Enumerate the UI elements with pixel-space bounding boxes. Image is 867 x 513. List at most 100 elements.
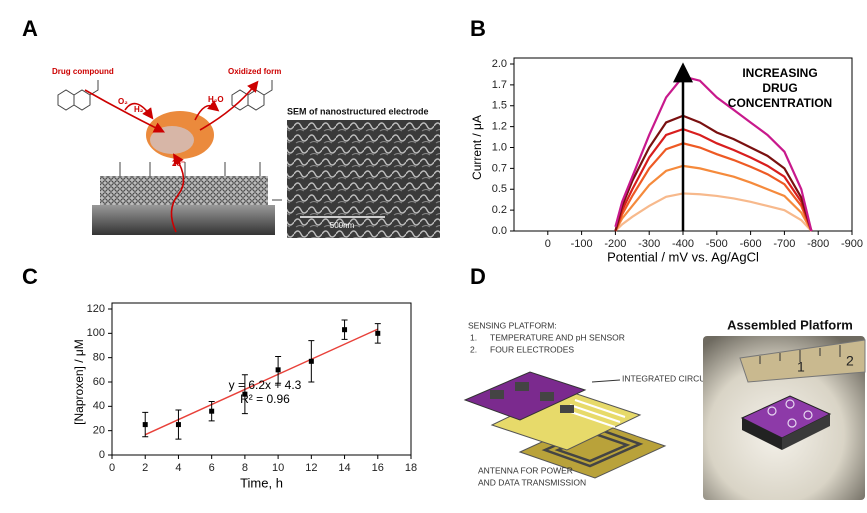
annotation: CONCENTRATION: [728, 96, 832, 110]
point: [142, 422, 148, 428]
x-tick-label: -800: [807, 238, 829, 250]
trendline: [144, 328, 379, 436]
y-tick-label: 1.5: [492, 100, 507, 112]
label: FOUR ELECTRODES: [490, 344, 574, 354]
circuit-board: [463, 371, 587, 421]
y-tick-label: 100: [87, 327, 105, 339]
x-tick-label: -600: [740, 238, 762, 250]
y-tick-label: 1.0: [492, 141, 507, 153]
annotation: R² = 0.96: [240, 392, 290, 406]
y-tick-label: 60: [93, 376, 105, 388]
cooh-groups: [119, 162, 282, 201]
x-tick-label: -700: [773, 238, 795, 250]
point: [342, 327, 348, 333]
label: SENSING PLATFORM:: [468, 320, 557, 330]
series-line: [614, 142, 813, 232]
ruler: [739, 339, 866, 383]
point: [275, 367, 281, 373]
chip-side: [782, 414, 830, 450]
panel-label: B: [470, 16, 486, 41]
label: Oxidized form: [228, 67, 281, 76]
y-axis-label: Current / μA: [470, 115, 484, 180]
annotation: y = 6.2x + 4.3: [229, 378, 302, 392]
label: H₂O: [208, 95, 224, 104]
series-line: [614, 114, 813, 232]
x-tick-label: 0: [545, 238, 551, 250]
series-line: [614, 164, 813, 232]
label: H₂: [134, 105, 144, 114]
y-tick-label: 0.2: [492, 204, 507, 216]
label: AND DATA TRANSMISSION: [478, 477, 586, 487]
y-tick-label: 20: [93, 425, 105, 437]
y-tick-label: 1.2: [492, 121, 507, 133]
label: 2.: [470, 344, 477, 354]
sem-image: [287, 120, 440, 238]
label: Drug compound: [52, 67, 114, 76]
y-tick-label: 0: [99, 449, 105, 461]
label: 1.: [470, 332, 477, 342]
ruler-ticks: [759, 345, 841, 364]
panel-label: D: [470, 264, 486, 289]
x-tick-label: 6: [209, 462, 215, 474]
point: [308, 358, 314, 364]
panel-label: A: [22, 16, 38, 41]
molecules: [57, 80, 273, 111]
point: [242, 391, 248, 397]
ruler-number: 2: [846, 353, 854, 369]
series-line: [614, 192, 813, 232]
label: INTEGRATED CIRCUITS: [622, 373, 719, 383]
y-tick-label: 0.7: [492, 162, 507, 174]
reaction-arrows: [84, 80, 259, 233]
y-tick-label: 80: [93, 352, 105, 364]
electrode-base: [92, 205, 275, 235]
plot-frame: [111, 302, 412, 456]
x-tick-label: -100: [571, 238, 593, 250]
x-tick-label: 10: [272, 462, 284, 474]
point: [375, 330, 381, 336]
x-axis-label: Potential / mV vs. Ag/AgCl: [607, 249, 759, 264]
x-tick-label: -400: [672, 238, 694, 250]
y-tick-label: 40: [93, 400, 105, 412]
scale-label: 500nm: [330, 221, 355, 230]
x-tick-label: 2: [142, 462, 148, 474]
x-tick-label: 0: [109, 462, 115, 474]
y-axis-label: [Naproxen] / μM: [72, 339, 86, 425]
label: 2e⁻: [172, 159, 185, 168]
label: O₂: [118, 97, 128, 106]
point: [209, 408, 215, 414]
chips: [490, 382, 574, 413]
panel-d-illustration: SENSING PLATFORM: 1. TEMPERATURE AND pH …: [463, 317, 866, 500]
x-tick-label: -900: [841, 238, 863, 250]
chip-electrodes: [767, 399, 813, 428]
panel-a-illustration: Drug compound Oxidized form O₂ H₂ H₂O 2e…: [52, 67, 440, 238]
x-tick-label: 4: [175, 462, 181, 474]
label: ANTENNA FOR POWER: [478, 465, 573, 475]
leader-line: [591, 379, 621, 383]
y-tick-label: 1.7: [492, 79, 507, 91]
ruler-number: 1: [797, 359, 805, 375]
x-tick-label: 18: [405, 462, 417, 474]
label: TEMPERATURE AND pH SENSOR: [490, 332, 625, 342]
enzyme: [150, 126, 194, 154]
annotation: INCREASING: [742, 66, 817, 80]
panel-label: C: [22, 264, 38, 289]
chip-side: [742, 418, 782, 450]
y-tick-label: 120: [87, 303, 105, 315]
sem-title: SEM of nanostructured electrode: [287, 106, 429, 116]
y-tick-label: 0.5: [492, 183, 507, 195]
x-tick-label: 12: [305, 462, 317, 474]
x-tick-label: -200: [604, 238, 626, 250]
point: [175, 422, 181, 428]
photo-title: Assembled Platform: [727, 317, 853, 332]
x-tick-label: -500: [706, 238, 728, 250]
x-tick-label: -300: [638, 238, 660, 250]
x-tick-label: 8: [242, 462, 248, 474]
y-tick-label: 2.0: [492, 58, 507, 70]
y-tick-label: 0.0: [492, 225, 507, 237]
annotation: DRUG: [762, 81, 797, 95]
series-line: [614, 127, 813, 232]
x-tick-label: 16: [372, 462, 384, 474]
series-line: [614, 75, 813, 232]
x-tick-label: 14: [338, 462, 350, 474]
